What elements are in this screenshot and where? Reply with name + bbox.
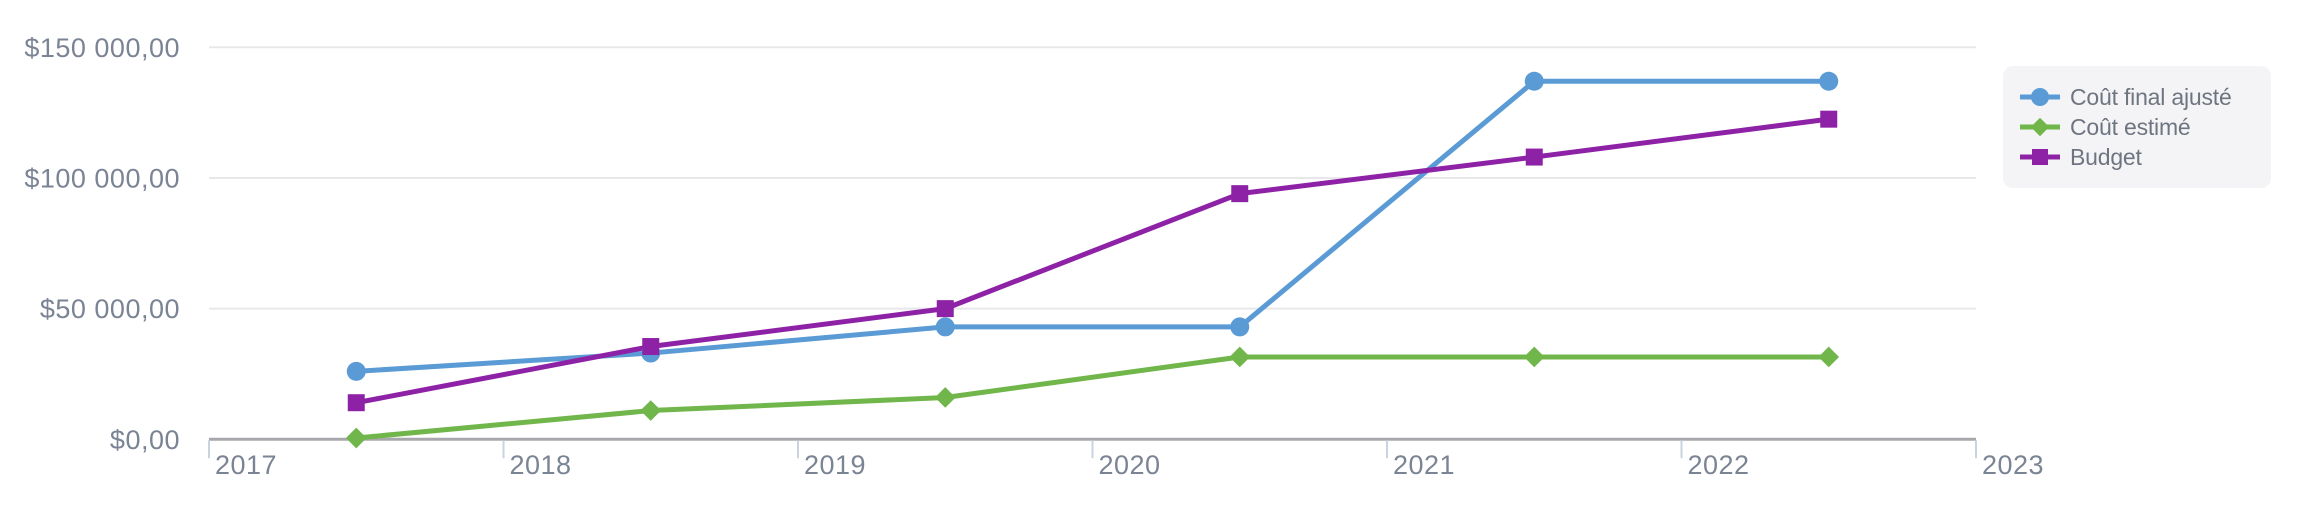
- data-point-cout-estime-2018[interactable]: [640, 400, 662, 421]
- x-tick-label-2018: 2018: [510, 450, 572, 480]
- data-point-cout-estime-2019[interactable]: [934, 387, 956, 408]
- legend: Coût final ajusté Coût estimé Budget: [2003, 66, 2271, 188]
- y-tick-label-0: $0,00: [110, 425, 180, 455]
- y-tick-label-50000: $50 000,00: [40, 294, 180, 324]
- data-point-cout-estime-2017[interactable]: [345, 427, 367, 449]
- x-tick-label-2019: 2019: [804, 450, 866, 480]
- data-point-cout-estime-2021[interactable]: [1523, 346, 1545, 368]
- data-point-budget-2018[interactable]: [642, 338, 660, 356]
- data-point-cout-estime-2022[interactable]: [1818, 346, 1840, 368]
- data-point-cout-estime-2020[interactable]: [1229, 346, 1251, 368]
- data-point-budget-2017[interactable]: [347, 394, 365, 412]
- data-point-cout-final-ajuste-2021[interactable]: [1524, 71, 1544, 91]
- x-tick-label-2021: 2021: [1393, 450, 1455, 480]
- legend-item-label: Coût final ajusté: [2070, 83, 2232, 110]
- x-tick-label-2022: 2022: [1688, 450, 1750, 480]
- data-point-budget-2019[interactable]: [936, 300, 954, 318]
- data-point-budget-2022[interactable]: [1820, 110, 1838, 128]
- x-tick-label-2020: 2020: [1099, 450, 1161, 480]
- legend-item-label: Budget: [2070, 143, 2142, 170]
- legend-item-budget[interactable]: Budget: [2019, 143, 2271, 171]
- legend-item-cout-final-ajuste[interactable]: Coût final ajusté: [2019, 83, 2271, 111]
- y-tick-label-100000: $100 000,00: [24, 163, 180, 193]
- series-line-cout-final-ajuste: [353, 78, 1832, 374]
- data-point-cout-final-ajuste-2017[interactable]: [346, 361, 366, 381]
- legend-item-label: Coût estimé: [2070, 113, 2191, 140]
- data-point-budget-2021[interactable]: [1525, 148, 1543, 166]
- series-line-cout-estime: [353, 354, 1832, 441]
- diamond-marker-icon: [2020, 117, 2060, 137]
- circle-marker-icon: [2020, 88, 2060, 106]
- y-tick-label-150000: $150 000,00: [24, 33, 180, 63]
- square-marker-icon: [2020, 149, 2060, 165]
- data-point-cout-final-ajuste-2022[interactable]: [1819, 71, 1839, 91]
- data-point-cout-final-ajuste-2020[interactable]: [1230, 317, 1250, 337]
- data-point-cout-final-ajuste-2019[interactable]: [935, 317, 955, 337]
- x-tick-label-2023: 2023: [1982, 450, 2044, 480]
- data-point-budget-2020[interactable]: [1231, 185, 1249, 203]
- series-line-budget: [353, 116, 1832, 406]
- x-tick-label-2017: 2017: [215, 450, 277, 480]
- legend-item-cout-estime[interactable]: Coût estimé: [2019, 113, 2271, 141]
